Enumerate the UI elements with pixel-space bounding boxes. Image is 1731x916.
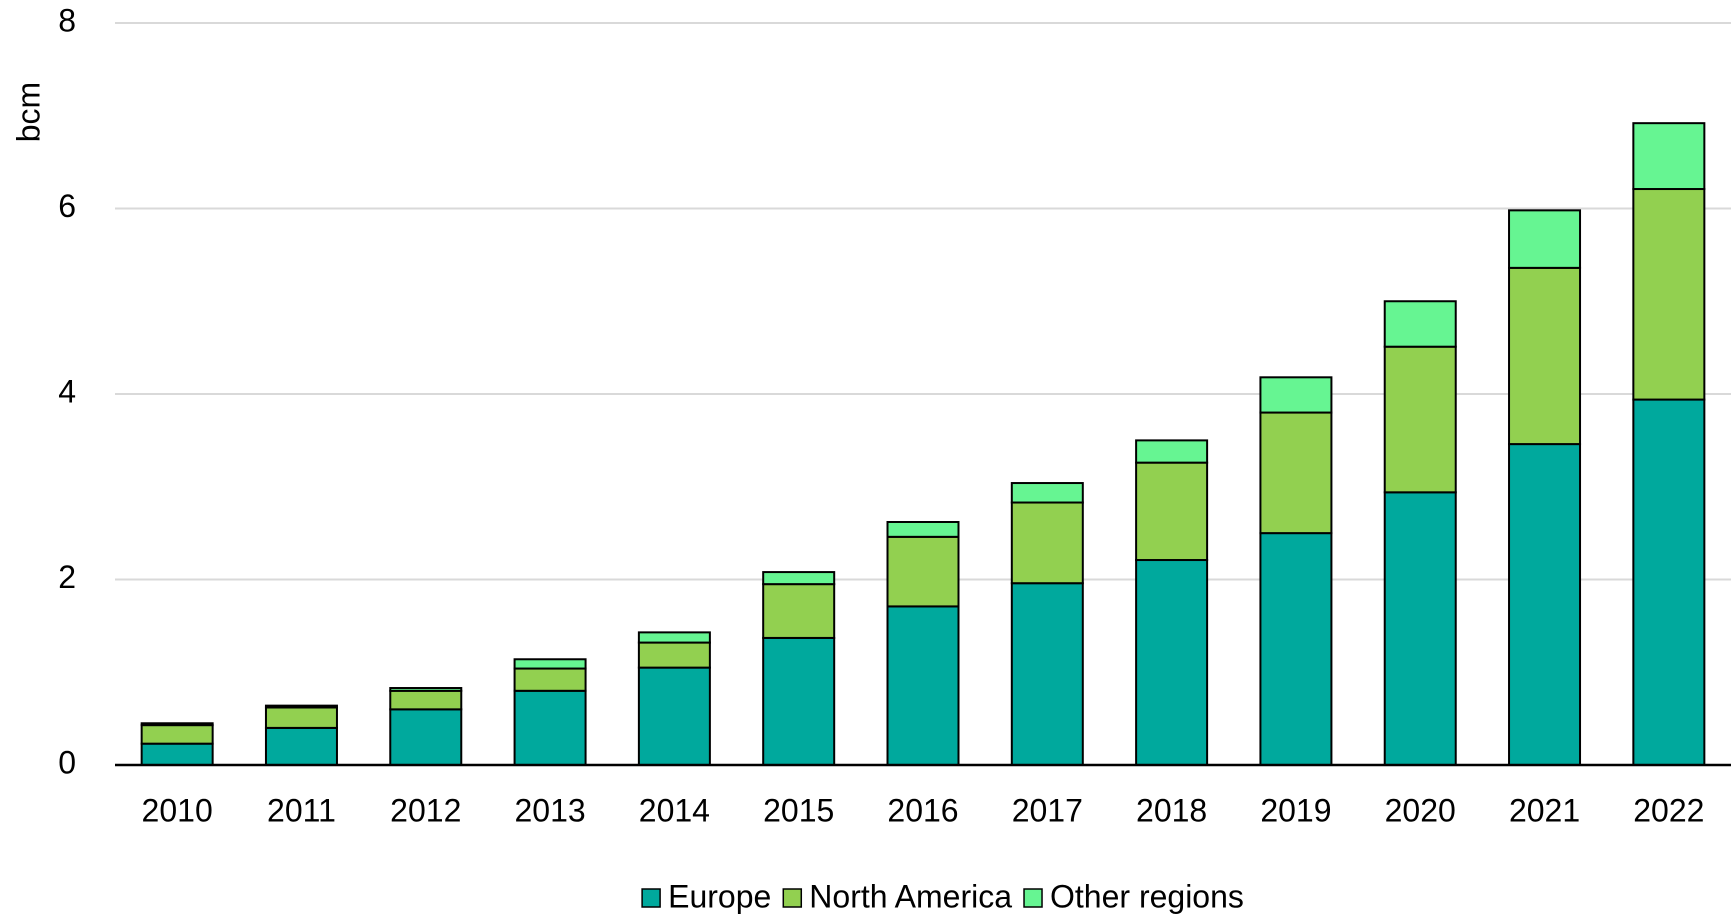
x-tick-label: 2022 <box>1633 792 1704 828</box>
bar-segment <box>637 631 711 644</box>
legend-label: North America <box>809 878 1012 914</box>
x-tick-label: 2016 <box>887 792 958 828</box>
bar-segment <box>1135 461 1209 562</box>
bar-segment <box>1259 532 1333 766</box>
x-tick-label: 2021 <box>1509 792 1580 828</box>
bar-segment <box>1508 443 1582 766</box>
bar-segment <box>389 687 463 692</box>
bar-segment <box>762 571 836 586</box>
x-tick-label: 2015 <box>763 792 834 828</box>
bar-segment <box>140 724 214 745</box>
bar-segment <box>140 742 214 766</box>
bar-segment <box>1010 501 1084 585</box>
bar-segment <box>389 689 463 711</box>
bar-segment <box>1259 411 1333 535</box>
bar-segment <box>1010 582 1084 767</box>
bar-segment <box>513 689 587 766</box>
bar-segment <box>886 605 960 767</box>
bar-segment <box>1632 188 1706 401</box>
bar-segment <box>513 658 587 670</box>
x-tick-label: 2010 <box>142 792 213 828</box>
bar-segment <box>1383 491 1457 766</box>
bar-segment <box>1010 482 1084 504</box>
legend-swatch <box>1023 888 1043 908</box>
bar-segment <box>264 704 338 709</box>
y-axis-title: bcm <box>10 82 46 142</box>
y-tick-label: 0 <box>58 744 76 780</box>
legend-label: Europe <box>668 878 771 914</box>
x-tick-label: 2017 <box>1012 792 1083 828</box>
bar-segment <box>1383 345 1457 494</box>
y-tick-label: 2 <box>58 559 76 595</box>
bar-segment <box>1632 398 1706 766</box>
x-tick-label: 2014 <box>639 792 710 828</box>
x-tick-label: 2012 <box>390 792 461 828</box>
x-tick-label: 2019 <box>1260 792 1331 828</box>
bar-segment <box>1135 559 1209 767</box>
bar-segment <box>264 726 338 767</box>
bar-segment <box>389 708 463 766</box>
bar-segment <box>762 636 836 766</box>
y-tick-label: 4 <box>58 373 76 409</box>
x-tick-label: 2020 <box>1385 792 1456 828</box>
bar-segment <box>264 706 338 729</box>
bar-segment <box>1632 122 1706 191</box>
y-tick-label: 6 <box>58 188 76 224</box>
bar-segment <box>1135 439 1209 464</box>
bar-segment <box>513 667 587 692</box>
bar-segment <box>1383 300 1457 348</box>
x-tick-label: 2013 <box>514 792 585 828</box>
bar-segment <box>886 520 960 538</box>
legend-swatch <box>782 888 803 908</box>
x-tick-label: 2011 <box>267 792 336 828</box>
bar-segment <box>1508 266 1582 446</box>
bar-segment <box>762 583 836 639</box>
bar-segment <box>1259 376 1333 414</box>
bar-segment <box>1508 209 1582 269</box>
bar-segment <box>886 535 960 608</box>
y-tick-label: 8 <box>58 2 76 38</box>
bar-segment <box>637 641 711 669</box>
bar-segment <box>637 666 711 766</box>
x-tick-label: 2018 <box>1136 792 1207 828</box>
legend-swatch <box>641 888 661 908</box>
bar-segment <box>140 722 214 727</box>
legend-label: Other regions <box>1050 878 1244 914</box>
